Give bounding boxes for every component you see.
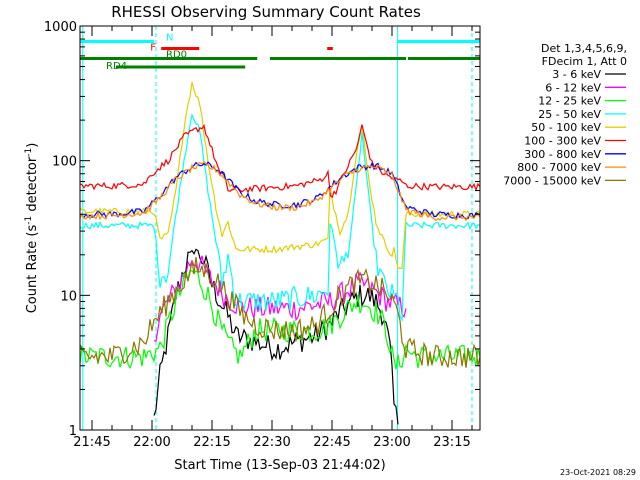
x-tick-label-22-00: 22:00 (133, 435, 170, 450)
x-tick-label-22-15: 22:15 (193, 435, 230, 450)
x-tick-label-22-30: 22:30 (253, 435, 290, 450)
state-label-n: N (166, 33, 173, 44)
series-line-25-50-kev (80, 112, 480, 323)
legend-label-800-7000-kev: 800 - 7000 keV (517, 161, 601, 174)
y-axis-label-sup1: -1 (24, 216, 34, 225)
x-tick-label-22-45: 22:45 (313, 435, 350, 450)
series-line-800-7000-kev (80, 160, 480, 222)
state-label-rd0: RD0 (166, 50, 187, 61)
series-line-6-12-kev (153, 255, 407, 343)
footer-date: 23-Oct-2021 08:29 (560, 468, 636, 477)
legend-header-1: Det 1,3,4,5,6,9, (541, 42, 627, 55)
legend-label-12-25-kev: 12 - 25 keV (538, 95, 601, 108)
y-tick-label-1: 1 (69, 424, 77, 439)
y-axis-label-main: Count Rate (s (25, 225, 40, 314)
y-axis-label-end: ) (25, 143, 40, 148)
axes: 1 10 100 1000 21:45 22:00 22:15 22:30 22:45 23:00… (44, 20, 481, 450)
series-line-7000-15000-kev (80, 256, 480, 368)
state-label-f: F (150, 43, 156, 54)
y-axis-label-sup2: -1 (24, 148, 34, 157)
y-tick-label-1000: 1000 (44, 20, 77, 35)
plot-area: NF RD0 RD4 (80, 26, 480, 430)
legend-label-50-100-kev: 50 - 100 keV (531, 121, 601, 134)
x-tick-label-21-45: 21:45 (73, 435, 110, 450)
state-label-rd4: RD4 (106, 61, 127, 72)
legend-label-3-6-kev: 3 - 6 keV (552, 68, 601, 81)
series-line-100-300-kev (80, 123, 480, 199)
y-axis-label-mid: detector (25, 156, 40, 216)
x-tick-label-23-00: 23:00 (373, 435, 410, 450)
chart-title: RHESSI Observing Summary Count Rates (111, 3, 421, 21)
legend-header-2: FDecim 1, Att 0 (542, 55, 627, 68)
plot-frame (79, 25, 481, 431)
legend-label-300-800-kev: 300 - 800 keV (524, 148, 601, 161)
legend-label-7000-15000-kev: 7000 - 15000 keV (503, 174, 601, 187)
y-tick-label-10: 10 (60, 289, 77, 304)
legend: Det 1,3,4,5,6,9, FDecim 1, Att 0 3 - 6 k… (503, 42, 627, 187)
legend-label-6-12-kev: 6 - 12 keV (545, 81, 601, 94)
x-axis-label: Start Time (13-Sep-03 21:44:02) (174, 458, 385, 473)
y-tick-label-100: 100 (52, 155, 77, 170)
y-axis-label: Count Rate (s-1 detector-1) (24, 143, 40, 314)
legend-label-25-50-kev: 25 - 50 keV (538, 108, 601, 121)
x-tick-label-23-15: 23:15 (433, 435, 470, 450)
legend-label-100-300-kev: 100 - 300 keV (524, 135, 601, 148)
series-line-12-25-kev (80, 269, 480, 370)
